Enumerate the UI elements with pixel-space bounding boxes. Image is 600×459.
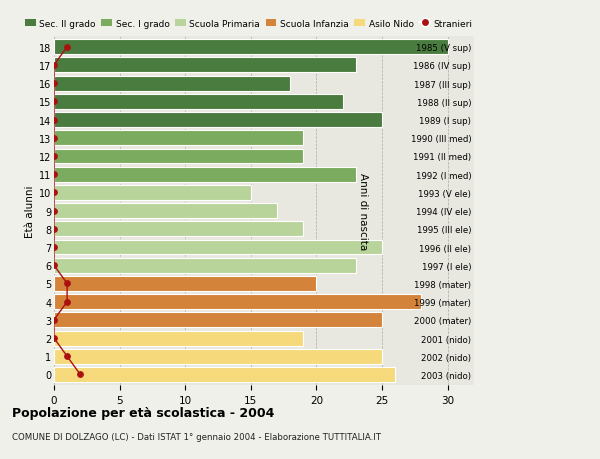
Point: [49, 153, 59, 160]
Bar: [54, 77, 290, 91]
Point: [49, 244, 59, 251]
Text: COMUNE DI DOLZAGO (LC) - Dati ISTAT 1° gennaio 2004 - Elaborazione TUTTITALIA.IT: COMUNE DI DOLZAGO (LC) - Dati ISTAT 1° g…: [12, 432, 381, 442]
Bar: [54, 40, 448, 55]
Y-axis label: Anni di nascita: Anni di nascita: [358, 173, 368, 250]
Point: [62, 44, 72, 51]
Point: [49, 189, 59, 196]
Bar: [54, 204, 277, 218]
Bar: [54, 185, 251, 201]
Bar: [54, 149, 304, 164]
Legend: Sec. II grado, Sec. I grado, Scuola Primaria, Scuola Infanzia, Asilo Nido, Stran: Sec. II grado, Sec. I grado, Scuola Prim…: [25, 20, 473, 29]
Bar: [54, 367, 395, 382]
Bar: [54, 240, 382, 255]
Point: [49, 62, 59, 69]
Point: [49, 226, 59, 233]
Point: [62, 298, 72, 306]
Point: [49, 98, 59, 106]
Point: [49, 335, 59, 342]
Bar: [54, 58, 356, 73]
Bar: [54, 331, 304, 346]
Text: Popolazione per età scolastica - 2004: Popolazione per età scolastica - 2004: [12, 406, 274, 419]
Bar: [54, 95, 343, 110]
Bar: [54, 349, 382, 364]
Bar: [54, 276, 317, 291]
Bar: [54, 313, 382, 328]
Point: [62, 280, 72, 287]
Point: [49, 171, 59, 179]
Point: [76, 371, 85, 378]
Point: [62, 353, 72, 360]
Y-axis label: Età alunni: Età alunni: [25, 185, 35, 237]
Point: [49, 135, 59, 142]
Bar: [54, 258, 356, 273]
Point: [49, 80, 59, 88]
Point: [49, 207, 59, 215]
Point: [49, 117, 59, 124]
Bar: [54, 295, 421, 309]
Bar: [54, 113, 382, 128]
Point: [49, 317, 59, 324]
Bar: [54, 222, 304, 237]
Bar: [54, 168, 356, 182]
Point: [49, 262, 59, 269]
Bar: [54, 131, 304, 146]
